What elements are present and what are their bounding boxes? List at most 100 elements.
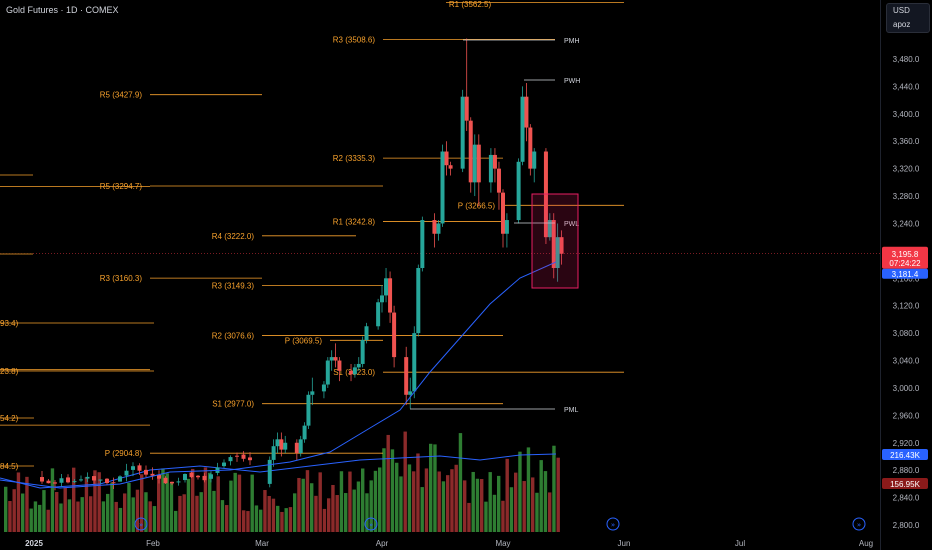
volume-bar [182,494,186,532]
currency-code: USD [893,6,910,15]
volume-bar [356,481,361,532]
volume-bar [174,510,178,532]
candle-body [228,457,233,462]
volume-bar [322,508,327,532]
volume-bar [195,495,199,532]
volume-bar [76,501,80,532]
volume-bar [305,470,310,532]
volume-bar [229,480,233,532]
candle-body [524,96,529,128]
volume-bar [433,444,437,532]
volume-bar [390,449,395,532]
price-tick-label: 3,240.0 [893,219,920,228]
candle-body [488,154,493,183]
volume-bar [25,476,29,532]
candle-body [144,469,148,475]
date-tick-label: 2025 [25,539,43,548]
candle-body [294,442,299,454]
marker-label: PML [564,407,579,414]
price-tick-label: 3,040.0 [893,357,920,366]
volume-bar [416,453,420,532]
volume-bar [488,472,492,532]
candle-body [528,127,533,169]
volume-bar [237,474,242,532]
volume-bar [208,472,212,532]
volume-ma-line [0,453,557,489]
volume-bar [471,471,475,532]
volume-bar [55,492,59,532]
volume-bar [157,477,161,532]
volume-value: 156.95K [890,480,920,489]
candle-body [92,476,96,481]
volume-bar [514,472,518,532]
candle-body [271,446,276,460]
volume-bar [437,471,441,532]
candle-body [279,439,284,450]
candle-body [432,220,437,234]
price-tick-label: 2,920.0 [893,439,920,448]
volume-bar [348,471,352,532]
candle-body [131,466,135,470]
volume-bar [220,500,225,532]
volume-bar [72,467,76,532]
volume-bar [101,501,106,532]
candle-body [408,391,413,395]
volume-bar [59,503,63,532]
volume-bar [420,487,424,532]
price-tick-label: 2,840.0 [893,494,920,503]
candle-body [306,394,311,426]
pivot-label: R1 (3562.5) [449,0,492,9]
candle-body [53,482,57,484]
volume-bar [331,484,335,532]
price-tick-label: 2,960.0 [893,411,920,420]
candle-body [516,161,521,221]
volume-bar [403,431,407,532]
volume-bar [127,482,131,532]
pivot-label: R1 (3242.8) [333,218,376,227]
candle-body [364,326,369,340]
volume-bar [135,489,140,532]
candle-body [241,454,246,459]
volume-bar [110,482,114,532]
price-tick-label: 3,440.0 [893,82,920,91]
date-tick-label: Mar [255,539,269,548]
candle-body [72,481,77,483]
event-icon-glyph: » [139,521,143,529]
pivot-label: R3 (3508.6) [333,35,376,44]
volume-bar [492,494,497,532]
candle-body [66,477,70,483]
price-tick-label: 2,880.0 [893,466,920,475]
volume-bar [518,451,522,532]
candle-body [547,220,552,238]
pivot-label: P (3069.5) [285,336,323,345]
candle-body [189,472,194,478]
zone-box [531,193,579,289]
candle-body [235,455,239,457]
pivot-label: R4 (3222.0) [212,232,255,241]
candle-body [40,477,44,482]
currency-selector[interactable]: USD apoz [886,3,930,33]
price-tick-label: 3,080.0 [893,329,920,338]
candle-body [460,96,465,169]
volume-bar [284,508,288,532]
event-icon-glyph: » [369,521,373,529]
ma-price-value: 3,181.4 [892,270,919,279]
pivot-label: 23.8) [0,367,19,376]
volume-bar [46,509,50,532]
candle-body [333,357,338,361]
pivot-label: R3 (3149.3) [212,282,255,291]
price-tick-label: 2,800.0 [893,521,920,530]
volume-bar [93,470,97,532]
last-price-countdown: 07:24:22 [889,259,921,268]
candle-body [222,462,226,467]
volume-bar [539,460,543,532]
pivot-label: P (2904.8) [105,449,143,458]
volume-bar [152,506,157,532]
volume-bar [50,468,55,532]
volume-bar [293,493,297,532]
candle-body [436,223,441,234]
volume-bar [335,495,339,532]
candle-body [360,339,365,364]
